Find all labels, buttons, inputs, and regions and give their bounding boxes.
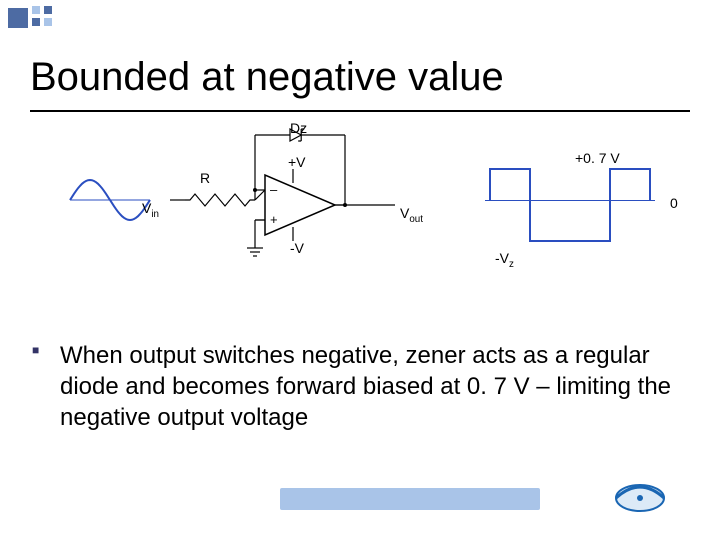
vin-label: Vin bbox=[142, 200, 159, 220]
dz-label: Dz bbox=[290, 120, 307, 136]
plus-v-label: +V bbox=[288, 154, 306, 170]
neg-vz-label: -Vz bbox=[495, 250, 514, 270]
pos-07v-label: +0. 7 V bbox=[575, 150, 620, 166]
opamp-minus-label: – bbox=[270, 182, 277, 197]
zero-label: 0 bbox=[670, 195, 678, 211]
bullet-text: When output switches negative, zener act… bbox=[60, 340, 680, 434]
footer-bar bbox=[280, 488, 540, 510]
circuit-diagram: Dz R Vin +V -V – + Vout +0. 7 V 0 -Vz bbox=[30, 120, 690, 320]
minus-v-label: -V bbox=[290, 240, 304, 256]
title-rule bbox=[30, 110, 690, 112]
output-waveform bbox=[485, 169, 655, 241]
opamp-plus-label: + bbox=[270, 212, 278, 227]
opamp-triangle bbox=[255, 169, 345, 241]
accent-squares bbox=[0, 0, 100, 40]
input-sine-wave bbox=[70, 180, 150, 220]
r-label: R bbox=[200, 170, 210, 186]
footer-logo-icon bbox=[600, 478, 670, 518]
page-title: Bounded at negative value bbox=[30, 55, 504, 100]
slide-root: Bounded at negative value Dz R Vin +V -V bbox=[0, 0, 720, 540]
ground-symbol bbox=[247, 220, 265, 256]
vout-label: Vout bbox=[400, 205, 423, 225]
resistor bbox=[170, 190, 265, 206]
